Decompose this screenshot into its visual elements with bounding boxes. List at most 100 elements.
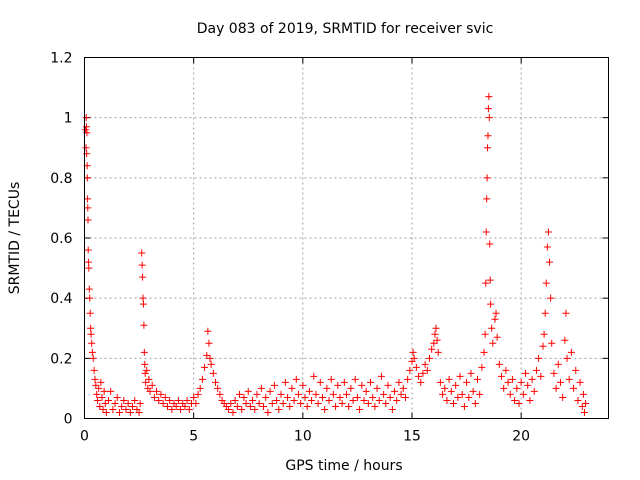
data-point [434, 348, 442, 356]
data-point [203, 351, 211, 359]
data-point [95, 384, 103, 392]
data-point [332, 402, 340, 410]
data-point [88, 339, 96, 347]
data-point [481, 330, 489, 338]
data-point [255, 399, 263, 407]
data-point [506, 390, 514, 398]
data-point [556, 378, 564, 386]
data-point [264, 408, 272, 416]
data-point [467, 369, 475, 377]
data-point [253, 390, 261, 398]
data-point [310, 372, 318, 380]
data-point [360, 396, 368, 404]
data-point [244, 387, 252, 395]
data-point [99, 405, 107, 413]
y-tick-label: 0 [64, 412, 73, 428]
data-point [325, 396, 333, 404]
data-point [399, 384, 407, 392]
data-point [547, 294, 555, 302]
data-point [347, 384, 355, 392]
data-points [82, 93, 590, 416]
data-point [194, 390, 202, 398]
data-point [397, 390, 405, 398]
data-point [91, 375, 99, 383]
data-point [161, 393, 169, 401]
data-point [172, 402, 180, 410]
data-point [163, 402, 171, 410]
data-point [124, 399, 132, 407]
y-tick-label: 0.2 [50, 351, 72, 367]
data-point [428, 345, 436, 353]
data-point [216, 390, 224, 398]
data-point [488, 324, 496, 332]
data-point [432, 324, 440, 332]
data-point [268, 399, 276, 407]
data-point [382, 399, 390, 407]
data-point [554, 360, 562, 368]
data-point [236, 390, 244, 398]
data-point [511, 396, 519, 404]
data-point [452, 381, 460, 389]
data-point [524, 381, 532, 389]
data-point [539, 342, 547, 350]
data-point [86, 309, 94, 317]
data-point [504, 378, 512, 386]
data-point [207, 360, 215, 368]
data-point [87, 330, 95, 338]
data-point [85, 264, 93, 272]
data-point [373, 384, 381, 392]
data-point [153, 387, 161, 395]
data-point [257, 384, 265, 392]
data-point [323, 384, 331, 392]
data-point [260, 402, 268, 410]
data-point [431, 330, 439, 338]
data-point [388, 405, 396, 413]
data-point [410, 354, 418, 362]
data-point [574, 396, 582, 404]
data-point [138, 249, 146, 257]
data-point [334, 381, 342, 389]
data-point [423, 366, 431, 374]
data-point [338, 399, 346, 407]
data-point [476, 390, 484, 398]
data-point [120, 396, 128, 404]
grid [84, 57, 609, 419]
data-point [508, 375, 516, 383]
data-point [391, 387, 399, 395]
data-point [419, 369, 427, 377]
data-point [482, 279, 490, 287]
y-tick-label: 0.8 [50, 171, 72, 187]
data-point [517, 378, 525, 386]
data-point [288, 384, 296, 392]
data-point [139, 273, 147, 281]
data-point [111, 399, 119, 407]
data-point [83, 174, 91, 182]
data-point [146, 387, 154, 395]
data-point [550, 369, 558, 377]
data-point [181, 402, 189, 410]
data-point [168, 405, 176, 413]
data-point [262, 393, 270, 401]
data-point [483, 195, 491, 203]
data-point [483, 174, 491, 182]
data-point [135, 408, 143, 416]
data-point [140, 348, 148, 356]
data-point [327, 375, 335, 383]
data-point [513, 384, 521, 392]
data-point [100, 387, 108, 395]
data-point [299, 381, 307, 389]
data-point [96, 402, 104, 410]
data-point [143, 366, 151, 374]
data-point [500, 384, 508, 392]
data-point [485, 114, 493, 122]
data-point [562, 309, 570, 317]
data-point [229, 408, 237, 416]
data-point [515, 399, 523, 407]
data-point [87, 324, 95, 332]
data-point [542, 279, 550, 287]
data-point [277, 390, 285, 398]
data-point [142, 378, 150, 386]
data-point [94, 396, 102, 404]
data-point [485, 93, 493, 101]
data-point [537, 372, 545, 380]
